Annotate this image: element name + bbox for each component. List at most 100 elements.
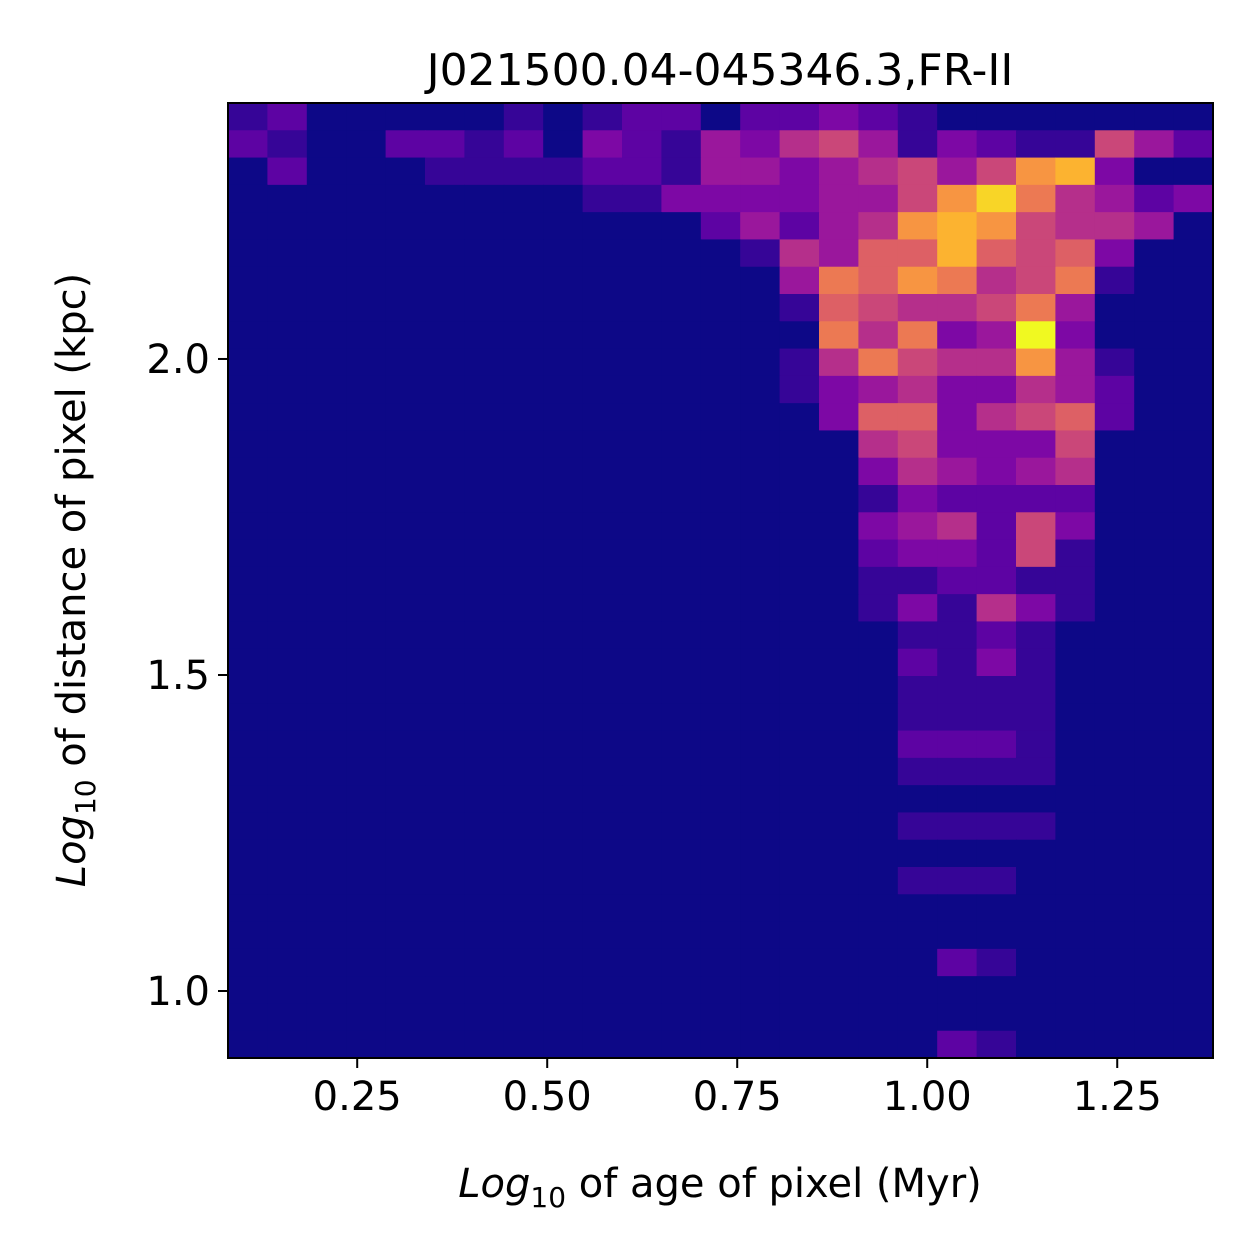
heatmap-cell <box>1094 130 1135 159</box>
heatmap-cell <box>1094 676 1135 704</box>
heatmap-cell <box>897 1003 938 1032</box>
heatmap-cell <box>267 730 308 759</box>
heatmap-cell <box>267 512 308 541</box>
heatmap-cell <box>740 676 781 704</box>
heatmap-cell <box>1016 375 1056 404</box>
heatmap-cell <box>858 266 899 295</box>
heatmap-cell <box>897 321 938 350</box>
heatmap-cell <box>346 894 387 923</box>
heatmap-cell <box>1094 1030 1135 1059</box>
heatmap-cell <box>937 730 978 759</box>
heatmap-cell <box>582 348 623 377</box>
heatmap-cell <box>661 730 702 759</box>
heatmap-cell <box>661 566 702 595</box>
heatmap-cell <box>543 594 584 623</box>
heatmap-cell <box>740 485 781 513</box>
heatmap-cell <box>1173 485 1214 513</box>
heatmap-cell <box>1134 757 1175 786</box>
heatmap-cell <box>425 948 465 977</box>
heatmap-cell <box>622 976 662 1005</box>
heatmap-cell <box>897 839 938 868</box>
heatmap-cell <box>385 648 426 677</box>
heatmap-cell <box>700 375 741 404</box>
heatmap-cell <box>779 1003 820 1032</box>
heatmap-cell <box>582 485 623 513</box>
heatmap-cell <box>740 812 781 841</box>
heatmap-cell <box>228 266 268 295</box>
heatmap-cell <box>1173 348 1214 377</box>
heatmap-cell <box>228 785 268 814</box>
heatmap-cell <box>622 839 662 868</box>
heatmap-cell <box>1016 867 1056 895</box>
heatmap-cell <box>937 976 978 1005</box>
heatmap-cell <box>1134 457 1175 486</box>
heatmap-cell <box>543 948 584 977</box>
heatmap-cell <box>700 430 741 459</box>
heatmap-cell <box>306 1030 347 1059</box>
heatmap-cell <box>937 103 978 131</box>
heatmap-cell <box>779 948 820 977</box>
heatmap-cell <box>819 103 859 131</box>
heatmap-cell <box>779 894 820 923</box>
heatmap-cell <box>1134 512 1175 541</box>
heatmap-cell <box>819 348 859 377</box>
heatmap-cell <box>543 103 584 131</box>
heatmap-cell <box>306 976 347 1005</box>
heatmap-cell <box>976 212 1017 241</box>
heatmap-cell <box>228 130 268 159</box>
heatmap-cell <box>622 948 662 977</box>
heatmap-cell <box>1173 457 1214 486</box>
heatmap-cell <box>306 294 347 322</box>
heatmap-cell <box>1055 130 1096 159</box>
heatmap-cell <box>1134 539 1175 568</box>
heatmap-cell <box>1094 594 1135 623</box>
heatmap-cell <box>503 457 544 486</box>
heatmap-cell <box>661 130 702 159</box>
heatmap-cell <box>1134 430 1175 459</box>
heatmap-cell <box>346 294 387 322</box>
heatmap-cell <box>503 266 544 295</box>
heatmap-cell <box>1055 676 1096 704</box>
heatmap-cell <box>858 867 899 895</box>
heatmap-cell <box>267 785 308 814</box>
heatmap-cell <box>700 130 741 159</box>
heatmap-cell <box>228 294 268 322</box>
heatmap-cell <box>1173 566 1214 595</box>
heatmap-cell <box>385 594 426 623</box>
heatmap-cell <box>622 512 662 541</box>
heatmap-cell <box>740 375 781 404</box>
heatmap-cell <box>1016 485 1056 513</box>
heatmap-cell <box>425 294 465 322</box>
heatmap-cell <box>503 703 544 732</box>
heatmap-cell <box>819 539 859 568</box>
heatmap-cell <box>1016 294 1056 322</box>
heatmap-cell <box>700 403 741 432</box>
heatmap-cell <box>622 157 662 186</box>
heatmap-cell <box>622 130 662 159</box>
heatmap-cell <box>622 594 662 623</box>
heatmap-cell <box>267 867 308 895</box>
heatmap-cell <box>1094 512 1135 541</box>
heatmap-cell <box>1055 239 1096 268</box>
heatmap-cell <box>543 403 584 432</box>
heatmap-cell <box>1134 730 1175 759</box>
heatmap-cell <box>740 921 781 950</box>
heatmap-cell <box>1094 1003 1135 1032</box>
heatmap-cell <box>1134 703 1175 732</box>
heatmap-cell <box>700 239 741 268</box>
heatmap-cell <box>779 730 820 759</box>
x-label-part: of age of pixel (Myr) <box>566 1161 982 1207</box>
heatmap-cell <box>740 730 781 759</box>
heatmap-cell <box>937 594 978 623</box>
heatmap-cell <box>661 512 702 541</box>
heatmap-cell <box>543 730 584 759</box>
heatmap-cell <box>897 512 938 541</box>
heatmap-cell <box>858 757 899 786</box>
heatmap-cell <box>897 703 938 732</box>
heatmap-cell <box>346 566 387 595</box>
heatmap-cell <box>622 676 662 704</box>
heatmap-cell <box>385 948 426 977</box>
heatmap-cell <box>897 1030 938 1059</box>
heatmap-cell <box>385 1003 426 1032</box>
heatmap-cell <box>740 948 781 977</box>
